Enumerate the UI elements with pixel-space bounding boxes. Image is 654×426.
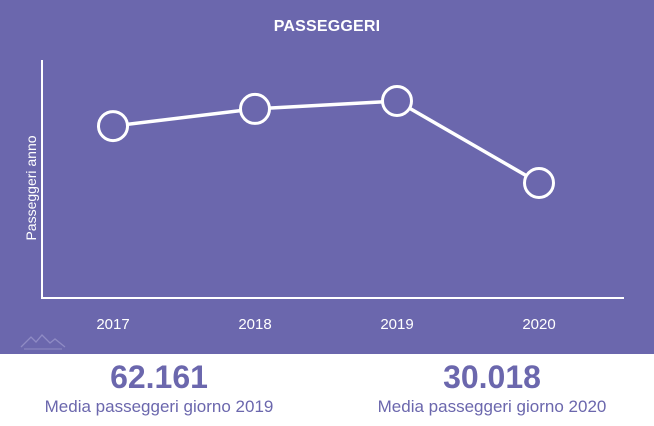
stat-label-2020: Media passeggeri giorno 2020 xyxy=(377,397,607,416)
stat-value-2019: 62.161 xyxy=(110,359,208,395)
stat-2020: 30.018 Media passeggeri giorno 2020 xyxy=(330,358,654,418)
data-point-2018 xyxy=(239,92,271,125)
series-line xyxy=(112,99,540,185)
x-tick-label-2018: 2018 xyxy=(238,316,271,333)
chart-title: PASSEGGERI xyxy=(273,18,381,35)
y-axis-label: Passeggeri anno xyxy=(23,135,39,241)
x-tick-label-2019: 2019 xyxy=(380,316,413,333)
mountain-logo-icon xyxy=(20,330,66,355)
data-point-2019 xyxy=(381,84,413,117)
stat-value-2020: 30.018 xyxy=(443,359,541,395)
stat-2019: 62.161 Media passeggeri giorno 2019 xyxy=(0,358,318,418)
data-point-2017 xyxy=(97,110,129,143)
x-tick-label-2020: 2020 xyxy=(522,316,555,333)
stat-label-2019: Media passeggeri giorno 2019 xyxy=(44,397,274,416)
data-point-2020 xyxy=(523,166,555,199)
x-tick-label-2017: 2017 xyxy=(96,316,129,333)
line-chart: 2017 2018 2019 2020 xyxy=(41,60,624,333)
